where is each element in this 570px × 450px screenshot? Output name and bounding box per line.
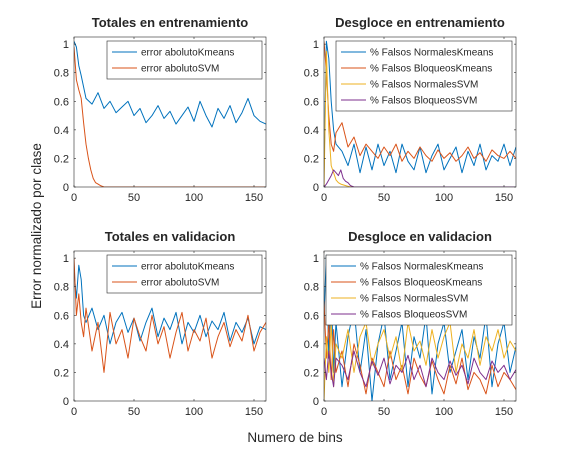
y-tick-label: 0 <box>313 396 319 408</box>
y-tick-label: 1 <box>313 39 319 51</box>
y-tick-label: 1 <box>63 39 69 51</box>
y-tick-label: 0.8 <box>304 282 319 294</box>
subplot-1: Totales en entrenamiento 0 50 100 150 0 0.2 0.4… <box>54 15 266 204</box>
x-tick-label: 0 <box>321 192 327 204</box>
subplot-4: Desgloce en validacion 0 50 100 150 0 0.2 0.4 0.… <box>304 229 516 418</box>
x-tick-label: 150 <box>245 406 263 418</box>
subplot-title: Desgloce en entrenamiento <box>335 15 505 30</box>
legend: % Falsos NormalesKmeans % Falsos Bloqueos… <box>336 41 512 111</box>
legend-entry: % Falsos BloqueosKmeans <box>360 278 482 289</box>
legend-entry: error abolutoKmeans <box>141 48 234 59</box>
y-tick-label: 0.2 <box>54 153 69 165</box>
y-tick-label: 0.4 <box>304 125 319 137</box>
figure-xlabel: Numero de bins <box>247 430 343 445</box>
legend: error abolutoKmeans error abolutoSVM <box>107 41 262 79</box>
legend-entry: % Falsos NormalesKmeans <box>360 262 483 273</box>
legend-entry: % Falsos BloqueosSVM <box>360 310 467 321</box>
legend: % Falsos NormalesKmeans % Falsos Bloqueos… <box>326 255 512 325</box>
y-tick-label: 0.8 <box>54 282 69 294</box>
figure-ylabel: Error normalizado por clase <box>29 143 44 309</box>
x-tick-label: 50 <box>378 192 390 204</box>
y-tick-label: 0.6 <box>304 310 319 322</box>
y-tick-label: 1 <box>313 253 319 265</box>
subplot-title: Totales en entrenamiento <box>92 15 249 30</box>
subplot-3: Totales en validacion 0 50 100 150 0 0.2 0.4 0.6… <box>54 229 266 418</box>
subplot-2: Desgloce en entrenamiento 0 50 100 150 0 0.2 0.… <box>304 15 516 204</box>
y-tick-label: 0.6 <box>304 96 319 108</box>
x-tick-label: 100 <box>435 192 453 204</box>
x-tick-label: 50 <box>378 406 390 418</box>
x-tick-label: 0 <box>321 406 327 418</box>
x-tick-label: 50 <box>128 192 140 204</box>
y-tick-label: 0 <box>63 182 69 194</box>
x-tick-label: 100 <box>435 406 453 418</box>
legend-entry: % Falsos BloqueosKmeans <box>370 64 492 75</box>
y-tick-label: 0 <box>63 396 69 408</box>
subplot-title: Totales en validacion <box>105 229 236 244</box>
x-tick-label: 0 <box>71 406 77 418</box>
legend-entry: % Falsos NormalesKmeans <box>370 48 493 59</box>
x-tick-label: 100 <box>185 406 203 418</box>
legend-entry: % Falsos NormalesSVM <box>360 294 468 305</box>
legend-entry: error abolutoKmeans <box>141 262 234 273</box>
y-tick-label: 0.2 <box>304 153 319 165</box>
legend-entry: error abolutoSVM <box>141 64 219 75</box>
legend: error abolutoKmeans error abolutoSVM <box>107 255 262 293</box>
x-tick-label: 150 <box>495 192 513 204</box>
y-tick-label: 0 <box>313 182 319 194</box>
legend-entry: error abolutoSVM <box>141 278 219 289</box>
y-tick-label: 0.4 <box>54 125 69 137</box>
y-tick-label: 1 <box>63 253 69 265</box>
y-tick-label: 0.2 <box>304 367 319 379</box>
x-tick-label: 150 <box>495 406 513 418</box>
legend-entry: % Falsos BloqueosSVM <box>370 96 477 107</box>
y-tick-label: 0.2 <box>54 367 69 379</box>
y-tick-label: 0.8 <box>304 68 319 80</box>
subplot-title: Desgloce en validacion <box>348 229 492 244</box>
x-tick-label: 100 <box>185 192 203 204</box>
x-tick-label: 50 <box>128 406 140 418</box>
y-tick-label: 0.8 <box>54 68 69 80</box>
x-tick-label: 150 <box>245 192 263 204</box>
y-tick-label: 0.4 <box>304 339 319 351</box>
x-tick-label: 0 <box>71 192 77 204</box>
y-tick-label: 0.6 <box>54 96 69 108</box>
legend-entry: % Falsos NormalesSVM <box>370 80 478 91</box>
y-tick-label: 0.6 <box>54 310 69 322</box>
y-tick-label: 0.4 <box>54 339 69 351</box>
